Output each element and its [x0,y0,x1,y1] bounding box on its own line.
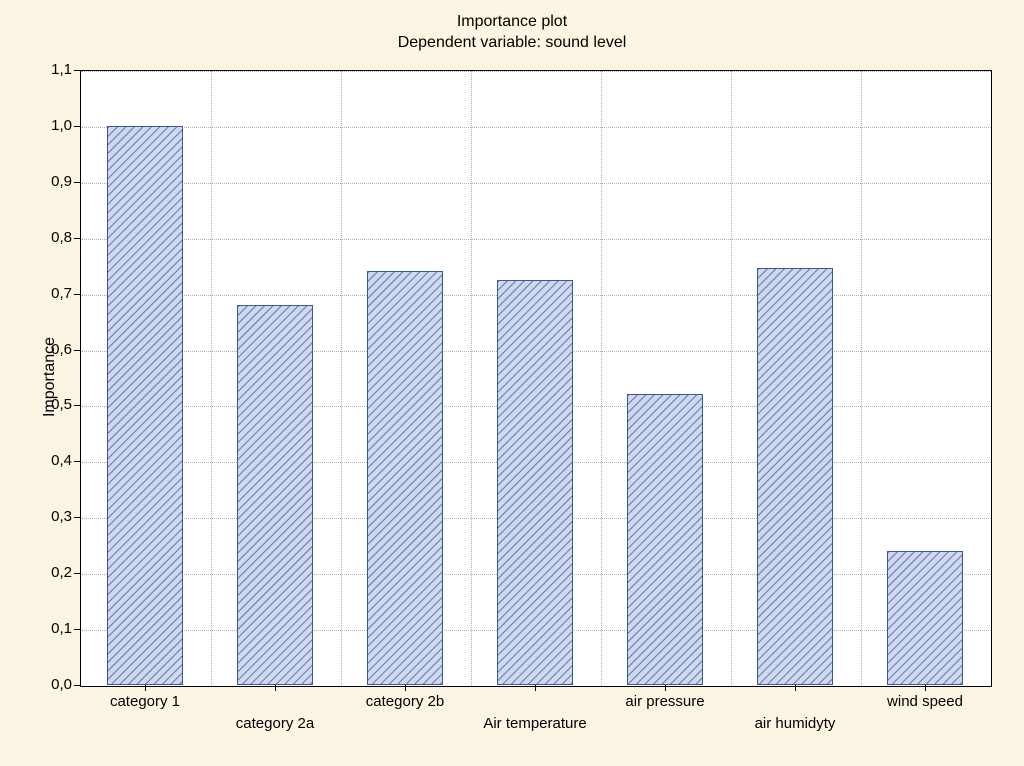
bar [237,305,312,685]
gridline-h [81,183,991,184]
y-tick [74,294,80,295]
y-tick-label: 0,6 [32,341,72,358]
gridline-v [471,71,472,686]
x-tick [535,685,536,691]
gridline-v [731,71,732,686]
gridline-h [81,127,991,128]
x-tick-label: category 1 [65,693,225,710]
bar [887,551,962,685]
gridline-h [81,71,991,72]
y-tick-label: 1,0 [32,117,72,134]
y-tick-label: 0,2 [32,564,72,581]
x-tick [795,685,796,691]
bar [757,268,832,685]
y-tick [74,685,80,686]
y-tick-label: 0,5 [32,396,72,413]
y-tick-label: 0,9 [32,173,72,190]
bar [497,280,572,685]
bar [107,126,182,685]
y-tick-label: 1,1 [32,61,72,78]
y-tick [74,405,80,406]
chart-container: Importance plot Dependent variable: soun… [0,0,1024,766]
x-tick [665,685,666,691]
gridline-h [81,239,991,240]
chart-title: Importance plot [0,12,1024,33]
y-tick [74,238,80,239]
x-tick-label: category 2a [195,715,355,732]
x-tick-label: air humidyty [715,715,875,732]
y-tick-label: 0,3 [32,508,72,525]
y-tick [74,461,80,462]
y-tick [74,182,80,183]
y-tick-label: 0,8 [32,229,72,246]
bar [367,271,442,685]
y-tick-label: 0,0 [32,676,72,693]
gridline-v [211,71,212,686]
y-tick [74,573,80,574]
y-tick-label: 0,4 [32,452,72,469]
x-tick [405,685,406,691]
x-tick [925,685,926,691]
gridline-v [601,71,602,686]
y-tick-label: 0,7 [32,285,72,302]
y-tick [74,126,80,127]
x-tick-label: category 2b [325,693,485,710]
gridline-v [341,71,342,686]
y-tick [74,350,80,351]
gridline-v [861,71,862,686]
y-tick [74,517,80,518]
x-tick [145,685,146,691]
x-tick [275,685,276,691]
y-tick [74,629,80,630]
chart-title-block: Importance plot Dependent variable: soun… [0,12,1024,54]
y-tick [74,70,80,71]
x-tick-label: air pressure [585,693,745,710]
x-tick-label: Air temperature [455,715,615,732]
x-tick-label: wind speed [845,693,1005,710]
chart-subtitle: Dependent variable: sound level [0,33,1024,54]
y-tick-label: 0,1 [32,620,72,637]
bar [627,394,702,685]
